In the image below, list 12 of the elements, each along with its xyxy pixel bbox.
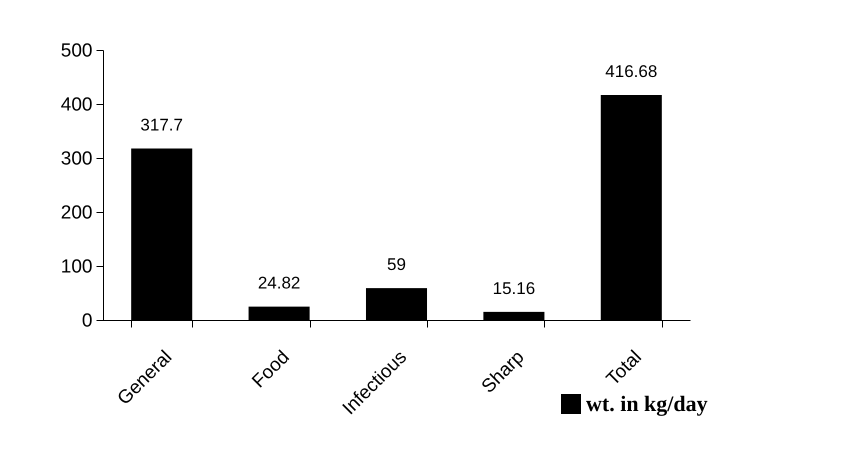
y-tick-label: 100 [60, 256, 92, 278]
data-label: 59 [387, 255, 406, 274]
data-label: 317.7 [140, 115, 183, 134]
y-tick-label: 200 [60, 202, 92, 224]
y-tick-label: 300 [60, 148, 92, 170]
y-tick-label: 0 [82, 310, 92, 332]
y-tick-label: 400 [60, 94, 92, 116]
y-tick-label: 500 [60, 40, 92, 62]
data-label: 416.68 [605, 62, 658, 81]
legend-label: wt. in kg/day [586, 391, 708, 416]
data-label: 24.82 [258, 274, 300, 293]
data-label: 15.16 [492, 278, 536, 298]
